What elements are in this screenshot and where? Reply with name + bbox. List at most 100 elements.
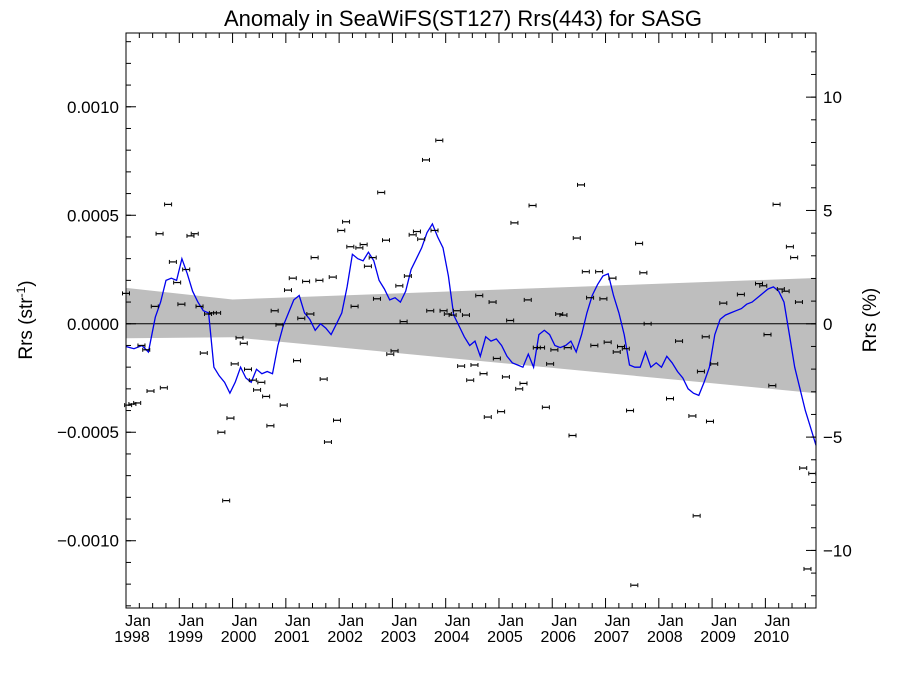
y-left-tick-label: 0.0010 <box>67 98 119 117</box>
data-point <box>182 267 191 272</box>
data-point <box>177 302 186 307</box>
data-point <box>666 396 675 401</box>
x-tick-year: 2007 <box>594 629 630 646</box>
data-point <box>479 371 488 376</box>
data-point <box>696 369 705 374</box>
data-point <box>710 361 719 366</box>
data-point <box>426 308 435 313</box>
x-tick-month: Jan <box>764 613 790 630</box>
data-point <box>266 423 275 428</box>
data-point <box>417 237 426 242</box>
data-point <box>754 281 763 286</box>
data-points <box>122 138 817 588</box>
data-point <box>675 339 684 344</box>
data-point <box>577 182 586 187</box>
data-point <box>302 279 311 284</box>
y-axis-left-label-main: Rrs (str <box>16 297 37 360</box>
data-point <box>528 203 537 208</box>
y-right-tick-label: 10 <box>823 88 842 107</box>
data-point <box>315 278 324 283</box>
data-point <box>630 583 639 588</box>
data-point <box>541 405 550 410</box>
data-point <box>164 202 173 207</box>
data-point <box>635 241 644 246</box>
y-axis-left-label-sup: -1 <box>14 286 28 297</box>
data-point <box>386 352 395 357</box>
data-point <box>488 300 497 305</box>
data-point <box>288 276 297 281</box>
x-axis: Jan1998Jan1999Jan2000Jan2001Jan2002Jan20… <box>114 33 806 646</box>
data-point <box>688 413 697 418</box>
y-axis-right-label: Rrs (%) <box>860 288 881 352</box>
data-point <box>248 378 257 383</box>
data-point <box>763 332 772 337</box>
y-axis-left-label: Rrs (str-1) <box>14 280 37 359</box>
x-tick-month: Jan <box>445 613 471 630</box>
data-point <box>377 190 386 195</box>
data-point <box>546 361 555 366</box>
x-tick-month: Jan <box>178 613 204 630</box>
data-point <box>337 228 346 233</box>
data-point <box>492 356 501 361</box>
data-point <box>412 229 421 234</box>
data-point <box>794 300 803 305</box>
data-point <box>279 403 288 408</box>
data-point <box>346 244 355 249</box>
data-point <box>146 389 155 394</box>
x-tick-year: 2002 <box>327 629 363 646</box>
data-point <box>244 367 253 372</box>
chart-title: Anomaly in SeaWiFS(ST127) Rrs(443) for S… <box>224 6 702 31</box>
y-left-tick-label: 0.0005 <box>67 206 119 225</box>
data-point <box>501 374 510 379</box>
data-point <box>612 349 621 354</box>
x-tick-year: 1999 <box>167 629 203 646</box>
x-tick-year: 2005 <box>487 629 523 646</box>
x-tick-year: 2009 <box>700 629 736 646</box>
data-point <box>701 334 710 339</box>
data-point <box>323 440 332 445</box>
data-point <box>568 433 577 438</box>
data-point <box>506 318 515 323</box>
data-point <box>736 292 745 297</box>
data-point <box>186 233 195 238</box>
x-tick-year: 2000 <box>221 629 257 646</box>
data-point <box>403 274 412 279</box>
x-tick-month: Jan <box>338 613 364 630</box>
y-right-tick-label: 5 <box>823 201 832 220</box>
y-left-tick-label: −0.0010 <box>57 532 119 551</box>
data-point <box>133 400 142 405</box>
data-point <box>155 231 164 236</box>
data-point <box>719 301 728 306</box>
data-point <box>692 513 701 518</box>
data-point <box>408 232 417 237</box>
data-point <box>213 310 222 315</box>
data-point <box>626 408 635 413</box>
y-right-tick-label: 0 <box>823 315 832 334</box>
data-point <box>586 295 595 300</box>
y-axis-left-label-end: ) <box>16 280 37 286</box>
data-point <box>643 321 652 326</box>
data-point <box>772 202 781 207</box>
data-point <box>355 245 364 250</box>
data-point <box>790 255 799 260</box>
x-tick-month: Jan <box>285 613 311 630</box>
data-point <box>226 416 235 421</box>
data-point <box>448 313 457 318</box>
data-point <box>497 409 506 414</box>
data-point <box>435 138 444 143</box>
x-tick-month: Jan <box>392 613 418 630</box>
data-point <box>390 348 399 353</box>
data-point <box>510 220 519 225</box>
smooth-series-line <box>125 222 817 446</box>
data-point <box>142 347 151 352</box>
data-point <box>621 346 630 351</box>
data-point <box>550 347 559 352</box>
x-tick-year: 2001 <box>274 629 310 646</box>
data-point <box>297 316 306 321</box>
data-point <box>559 313 568 318</box>
data-point <box>230 361 239 366</box>
y-right-tick-label: −10 <box>823 541 852 560</box>
data-point <box>399 319 408 324</box>
data-point <box>217 430 226 435</box>
